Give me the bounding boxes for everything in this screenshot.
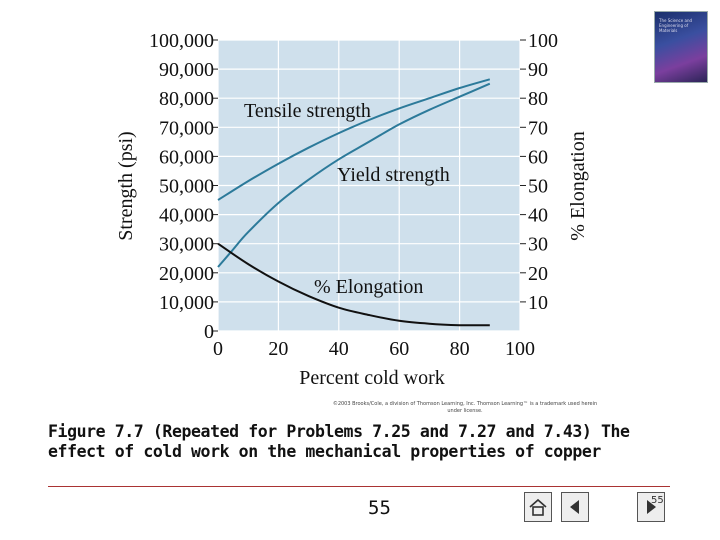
y-right-tick-label: 90 [528, 59, 548, 81]
y-right-tick-label: 70 [528, 117, 548, 139]
tick-labels: 0 20 40 60 80 100 0 10,000 20,000 30,000 40,000 50,… [149, 30, 558, 360]
x-tick-label: 0 [213, 338, 223, 360]
y-right-tick-label: 40 [528, 205, 548, 227]
y-left-tick-label: 80,000 [159, 88, 214, 110]
y-left-tick-label: 30,000 [159, 234, 214, 256]
y-left-tick-label: 40,000 [159, 205, 214, 227]
previous-arrow-icon [570, 500, 579, 514]
y-right-tick-label: 20 [528, 263, 548, 285]
y-axis-right-title: % Elongation [567, 131, 589, 240]
series-line-yield-strength [217, 82, 491, 268]
y-right-tick-label: 100 [528, 30, 558, 52]
y-right-tick-label: 30 [528, 234, 548, 256]
label-tensile-strength: Tensile strength [244, 100, 371, 122]
copyright-notice: ©2003 Brooks/Cole, a division of Thomson… [332, 401, 598, 414]
series-line-tensile-strength [217, 78, 491, 201]
y-left-tick-label: 70,000 [159, 117, 214, 139]
label-yield-strength: Yield strength [337, 164, 450, 186]
y-left-tick-label: 0 [204, 321, 214, 343]
book-cover-thumbnail: The Science and Engineering of Materials [655, 12, 707, 82]
series-line-elongation [217, 242, 490, 327]
y-right-tick-label: 50 [528, 176, 548, 198]
y-axis-left-title: Strength (psi) [115, 131, 137, 240]
next-slide-button[interactable] [637, 492, 665, 522]
x-tick-label: 60 [389, 338, 409, 360]
y-left-tick-label: 10,000 [159, 292, 214, 314]
y-left-tick-label: 20,000 [159, 263, 214, 285]
gridlines [217, 39, 521, 332]
y-right-tick-label: 10 [528, 292, 548, 314]
y-right-tick-label: 80 [528, 88, 548, 110]
x-tick-label: 80 [450, 338, 470, 360]
home-icon [529, 498, 547, 516]
y-right-tick-label: 60 [528, 146, 548, 168]
home-button[interactable] [524, 492, 552, 522]
curves [217, 78, 491, 327]
divider [48, 486, 670, 487]
page-number: 55 [368, 497, 391, 519]
x-axis-title: Percent cold work [299, 367, 445, 389]
previous-slide-button[interactable] [561, 492, 589, 522]
label-elongation: % Elongation [314, 276, 423, 298]
next-arrow-icon [647, 500, 656, 514]
x-tick-label: 40 [329, 338, 349, 360]
slide-corner-number: 55 [651, 495, 664, 506]
y-left-tick-label: 60,000 [159, 146, 214, 168]
chart: 0 20 40 60 80 100 0 10,000 20,000 30,000 40,000 50,… [115, 30, 589, 389]
figure-caption: Figure 7.7 (Repeated for Problems 7.25 a… [48, 422, 630, 461]
y-left-tick-label: 100,000 [149, 30, 214, 52]
book-cover-title: The Science and Engineering of Materials [659, 18, 693, 33]
y-left-tick-label: 50,000 [159, 176, 214, 198]
y-left-tick-label: 90,000 [159, 59, 214, 81]
x-tick-label: 20 [268, 338, 288, 360]
x-tick-label: 100 [505, 338, 535, 360]
